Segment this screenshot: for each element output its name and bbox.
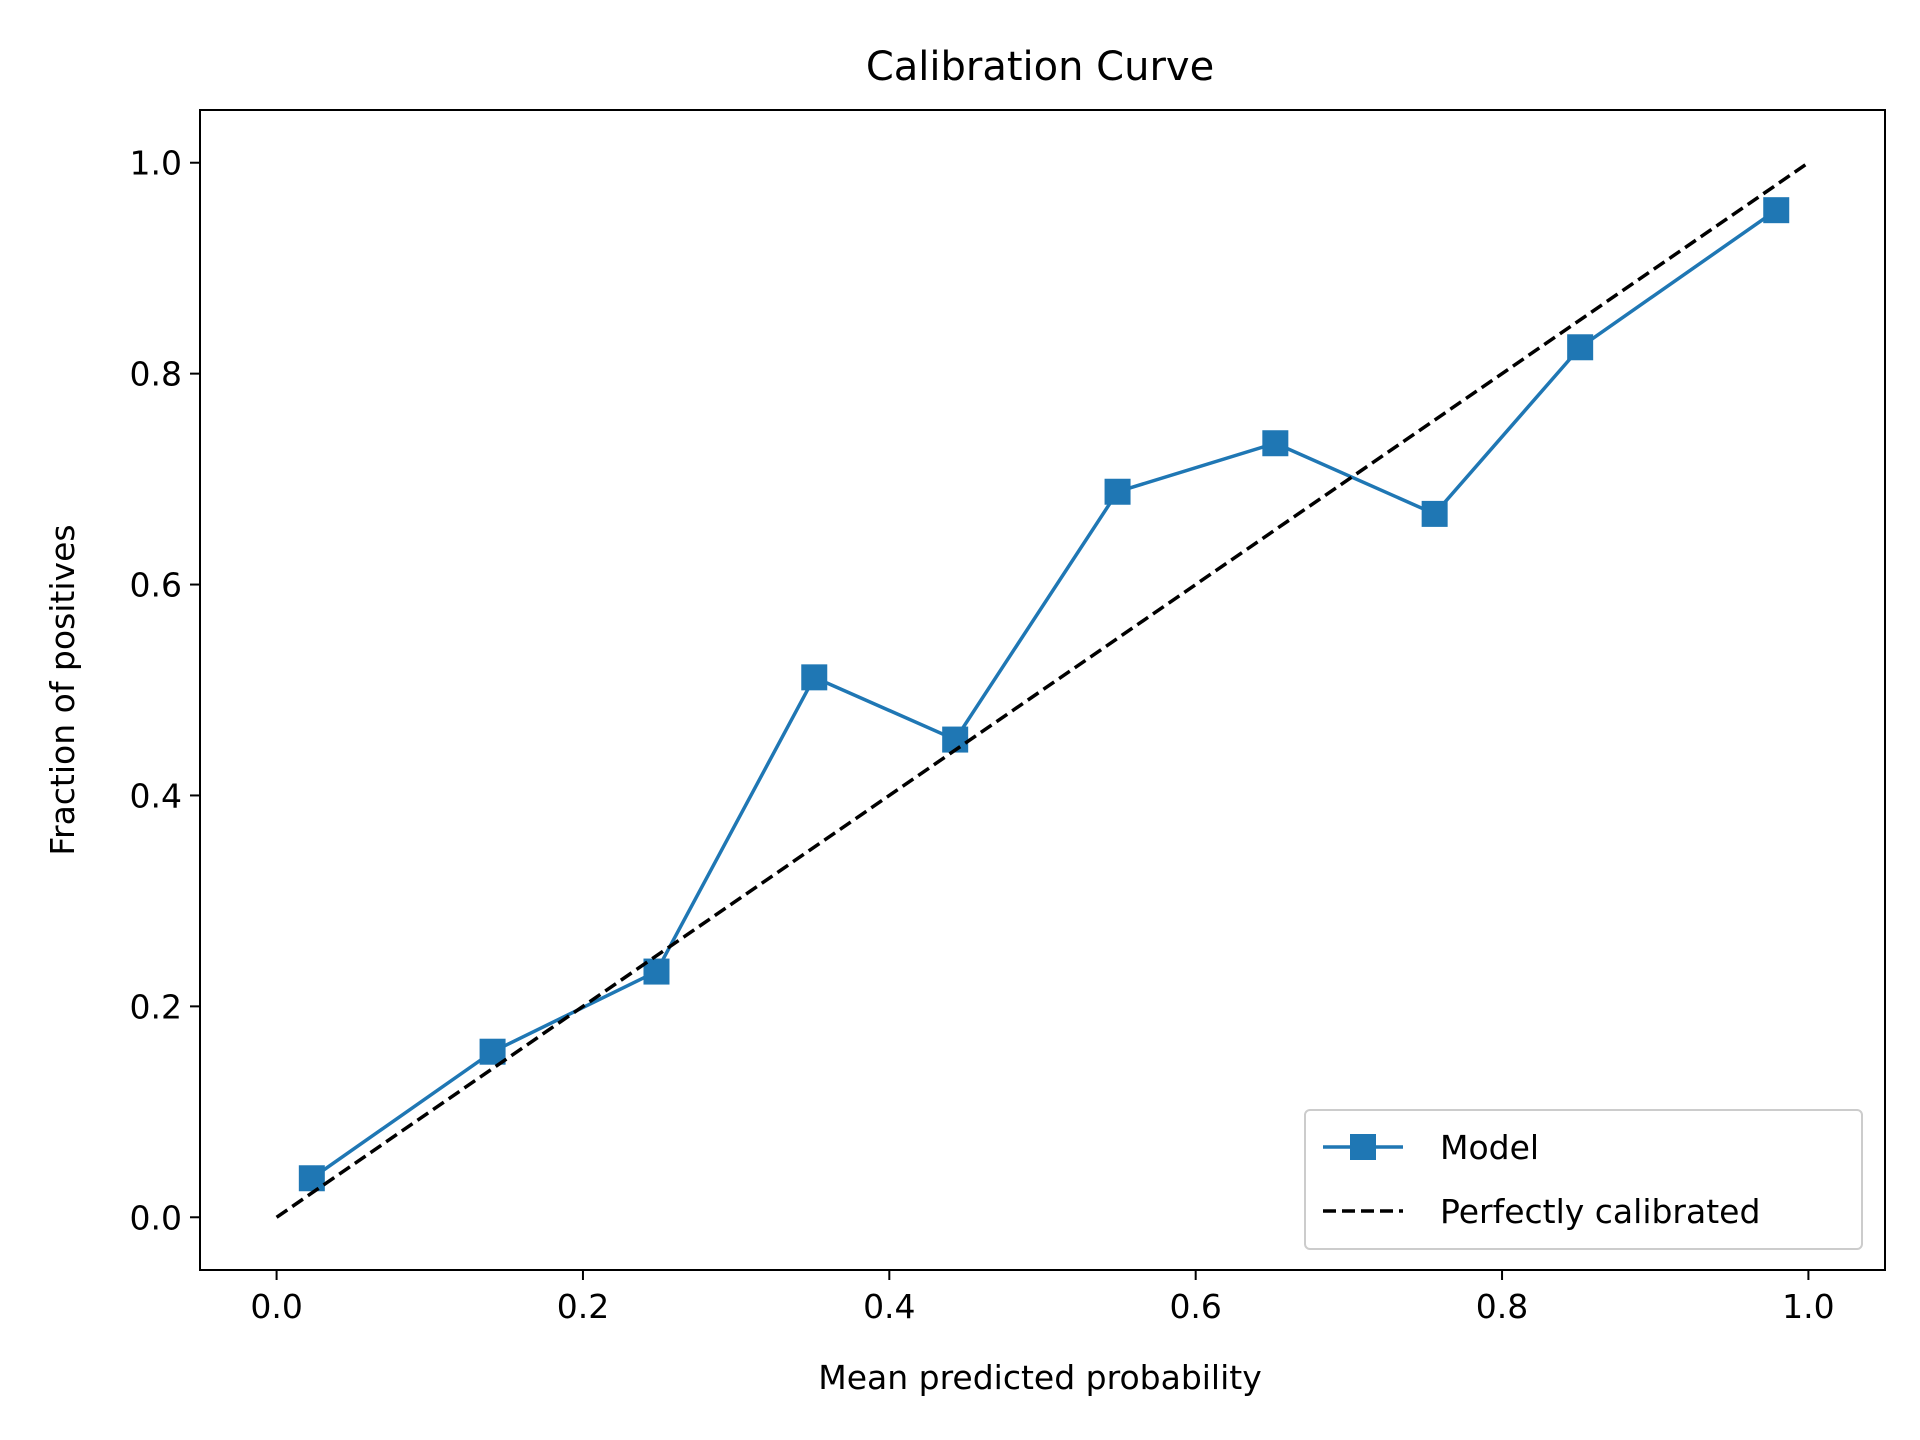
x-tick-label: 0.8 — [1476, 1287, 1528, 1326]
data-point-marker — [298, 1165, 325, 1192]
y-axis-label: Fraction of positives — [43, 524, 82, 855]
legend-marker-model — [1350, 1134, 1376, 1160]
y-tick-label: 1.0 — [130, 144, 182, 183]
y-tick-label: 0.2 — [130, 987, 182, 1026]
x-tick-label: 0.4 — [863, 1287, 915, 1326]
data-point-marker — [479, 1038, 506, 1065]
data-point-marker — [1262, 430, 1289, 457]
legend: Model Perfectly calibrated — [1304, 1109, 1863, 1250]
x-axis-label: Mean predicted probability — [818, 1358, 1262, 1397]
x-tick-label: 1.0 — [1782, 1287, 1834, 1326]
data-point-marker — [643, 958, 670, 985]
x-tick-label: 0.0 — [250, 1287, 302, 1326]
data-point-marker — [1763, 197, 1790, 224]
x-tick-label: 0.2 — [557, 1287, 609, 1326]
series-line-perfectly-calibrated — [275, 161, 1810, 1219]
legend-label-perfectly-calibrated: Perfectly calibrated — [1440, 1192, 1760, 1231]
data-point-marker — [801, 664, 828, 691]
legend-label-model: Model — [1440, 1128, 1539, 1167]
y-tick-label: 0.0 — [130, 1198, 182, 1237]
chart-title: Calibration Curve — [866, 44, 1214, 90]
legend-box — [1304, 1109, 1863, 1250]
data-point-marker — [1567, 334, 1594, 361]
y-tick-label: 0.6 — [130, 566, 182, 605]
x-tick-label: 0.6 — [1169, 1287, 1221, 1326]
data-point-marker — [1421, 500, 1448, 527]
y-tick-label: 0.8 — [130, 355, 182, 394]
plot-area: 0.0 0.2 0.4 0.6 0.8 1.0 0.0 0.2 0.4 0.6 0.8 1.0 — [130, 109, 1886, 1326]
data-point-marker — [1104, 478, 1131, 505]
y-tick-label: 0.4 — [130, 776, 182, 815]
